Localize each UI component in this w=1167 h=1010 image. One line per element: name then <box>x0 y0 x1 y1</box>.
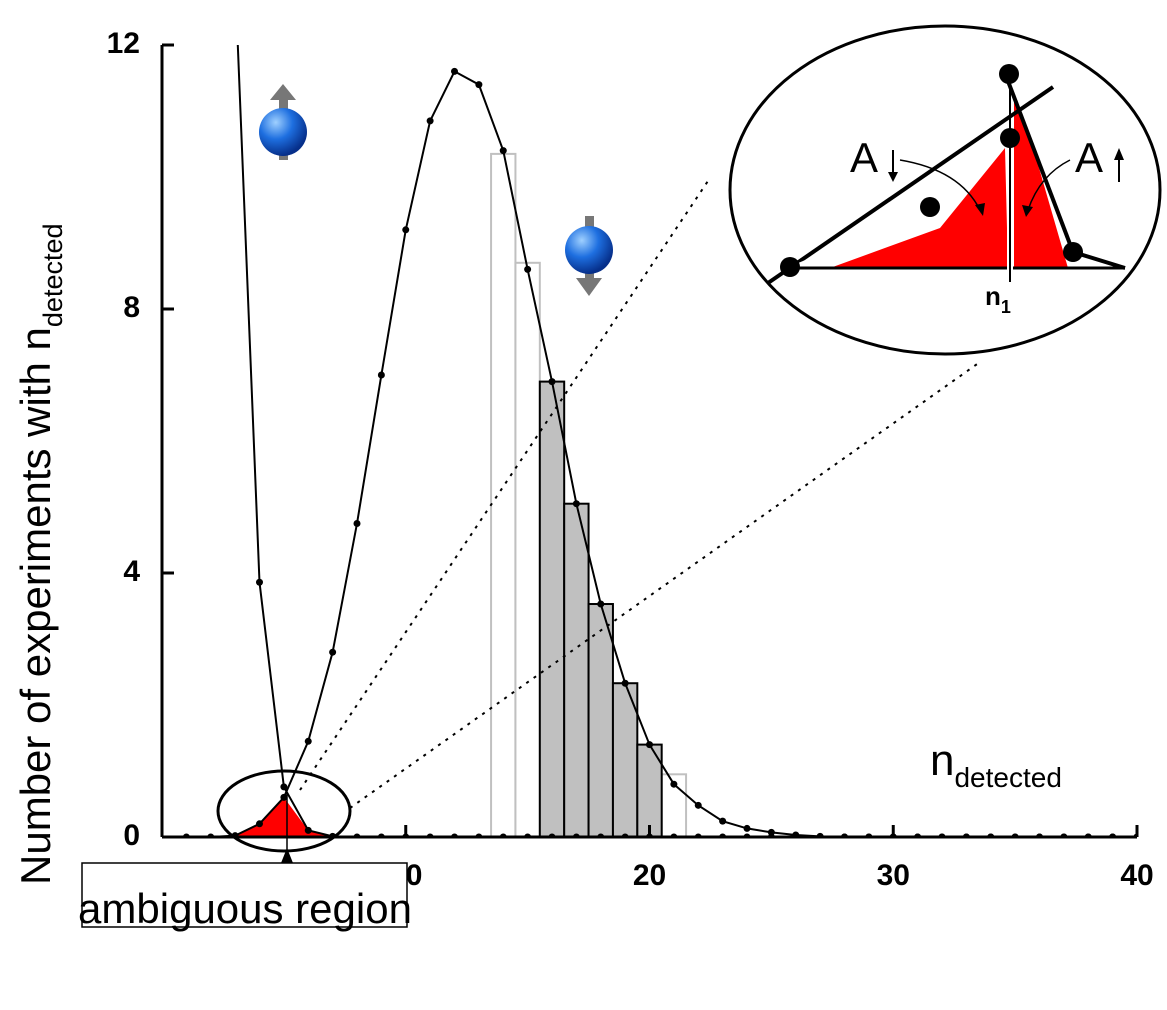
data-point <box>426 117 434 125</box>
area-label: A <box>850 134 878 181</box>
zoom-ellipse <box>216 769 352 853</box>
annotation: ambiguous region <box>78 885 412 932</box>
curve <box>186 70 1137 837</box>
data-point <box>524 265 532 273</box>
y-axis-label-sub: detected <box>38 224 68 328</box>
y-tick-label: 12 <box>107 27 140 60</box>
y-tick-label: 8 <box>123 291 140 324</box>
data-point <box>719 817 727 825</box>
x-tick-label: 20 <box>633 859 666 892</box>
data-point <box>572 500 580 508</box>
threshold-label: n <box>985 281 1001 311</box>
data-point <box>475 81 483 89</box>
bar <box>538 380 566 838</box>
data-point <box>621 679 629 687</box>
bar <box>514 261 541 838</box>
data-point <box>646 741 653 749</box>
area-label: A <box>1075 134 1103 181</box>
data-point <box>256 578 263 586</box>
x-axis-label: n <box>930 736 954 785</box>
x-tick-label: 30 <box>877 859 910 892</box>
data-point <box>280 783 288 791</box>
annotation-arrow <box>281 848 293 863</box>
x-axis-label-sub: detected <box>954 762 1061 793</box>
data-point <box>304 826 312 834</box>
overlap-area <box>235 797 333 837</box>
data-point <box>256 820 263 828</box>
y-tick-label: 4 <box>123 555 140 588</box>
spin-up-icon <box>259 84 307 160</box>
data-point <box>548 378 556 386</box>
data-point <box>767 828 775 836</box>
data-point <box>353 520 361 527</box>
bar <box>490 152 517 838</box>
bars <box>490 152 688 839</box>
data-point <box>670 780 678 788</box>
data-point <box>743 824 751 832</box>
inset: A A n1 <box>728 24 1162 356</box>
x-tick-label: 40 <box>1120 859 1153 892</box>
y-axis-label: Number of experiments with n <box>12 327 59 885</box>
data-point <box>597 600 605 608</box>
x-axis-label: ndetected <box>930 736 1062 793</box>
data-point <box>377 371 385 379</box>
y-axis-label: Number of experiments with ndetected <box>12 224 68 886</box>
zoom-line <box>349 361 981 809</box>
zoom-line <box>299 177 711 791</box>
bar <box>636 743 663 838</box>
data-point <box>499 147 507 155</box>
data-point <box>451 67 458 75</box>
data-point <box>329 648 337 656</box>
data-point <box>304 737 312 745</box>
axes: 04812010203040 <box>107 27 1154 892</box>
y-tick-label: 0 <box>123 819 140 852</box>
data-point <box>694 801 702 809</box>
spin-down-icon <box>565 216 613 296</box>
threshold-sub: 1 <box>1001 297 1011 317</box>
data-point <box>280 793 288 801</box>
data-point <box>402 226 410 234</box>
bar <box>563 502 590 838</box>
threshold-label: n1 <box>985 281 1011 317</box>
annotation-box <box>81 862 408 928</box>
bar <box>587 603 614 839</box>
